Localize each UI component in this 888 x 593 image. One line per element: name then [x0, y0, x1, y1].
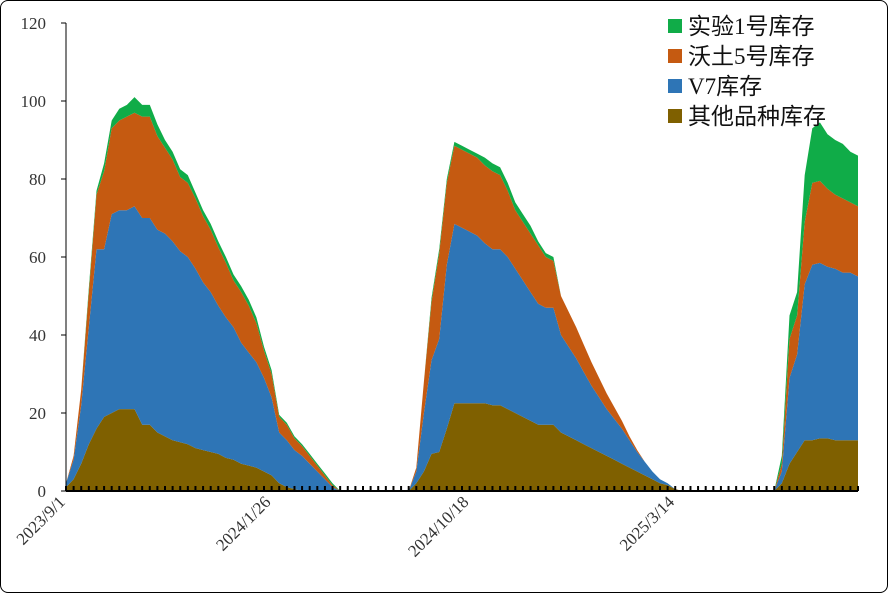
legend-label: V7库存: [688, 74, 762, 99]
area-wotu5-segment-3: [774, 180, 858, 491]
area-other-segment-2: [408, 403, 752, 491]
legend-item-wotu5[interactable]: 沃土5号库存: [668, 44, 815, 69]
y-tick-label: 80: [29, 170, 46, 189]
y-tick-label: 40: [29, 326, 46, 345]
area-other-segment-3: [774, 438, 858, 491]
legend-label: 实验1号库存: [688, 14, 815, 39]
legend-label: 其他品种库存: [688, 104, 826, 129]
area-wotu5-segment-2: [408, 145, 752, 492]
y-tick-label: 120: [21, 14, 47, 33]
legend-item-shiyan1[interactable]: 实验1号库存: [668, 14, 815, 39]
area-other-segment-1: [66, 409, 394, 491]
y-tick-label: 100: [21, 92, 47, 111]
area-layer: [66, 97, 858, 492]
area-v7-segment-1: [66, 206, 394, 492]
legend-swatch: [668, 109, 682, 123]
y-tick-label: 0: [38, 482, 47, 501]
x-tick-label: 2025/3/14: [616, 492, 679, 555]
legend-item-other[interactable]: 其他品种库存: [668, 104, 826, 129]
x-tick-label: 2024/1/26: [212, 492, 274, 554]
legend-item-v7[interactable]: V7库存: [668, 74, 762, 99]
legend-swatch: [668, 49, 682, 63]
area-v7-segment-3: [774, 262, 858, 491]
legend-swatch: [668, 19, 682, 33]
area-wotu5-segment-1: [66, 112, 394, 491]
legend-swatch: [668, 79, 682, 93]
y-tick-label: 60: [29, 248, 46, 267]
y-tick-label: 20: [29, 404, 46, 423]
legend-label: 沃土5号库存: [688, 44, 815, 69]
area-shiyan1-segment-3: [774, 122, 858, 492]
area-v7-segment-2: [408, 223, 752, 491]
x-tick-label: 2024/10/18: [404, 492, 472, 560]
